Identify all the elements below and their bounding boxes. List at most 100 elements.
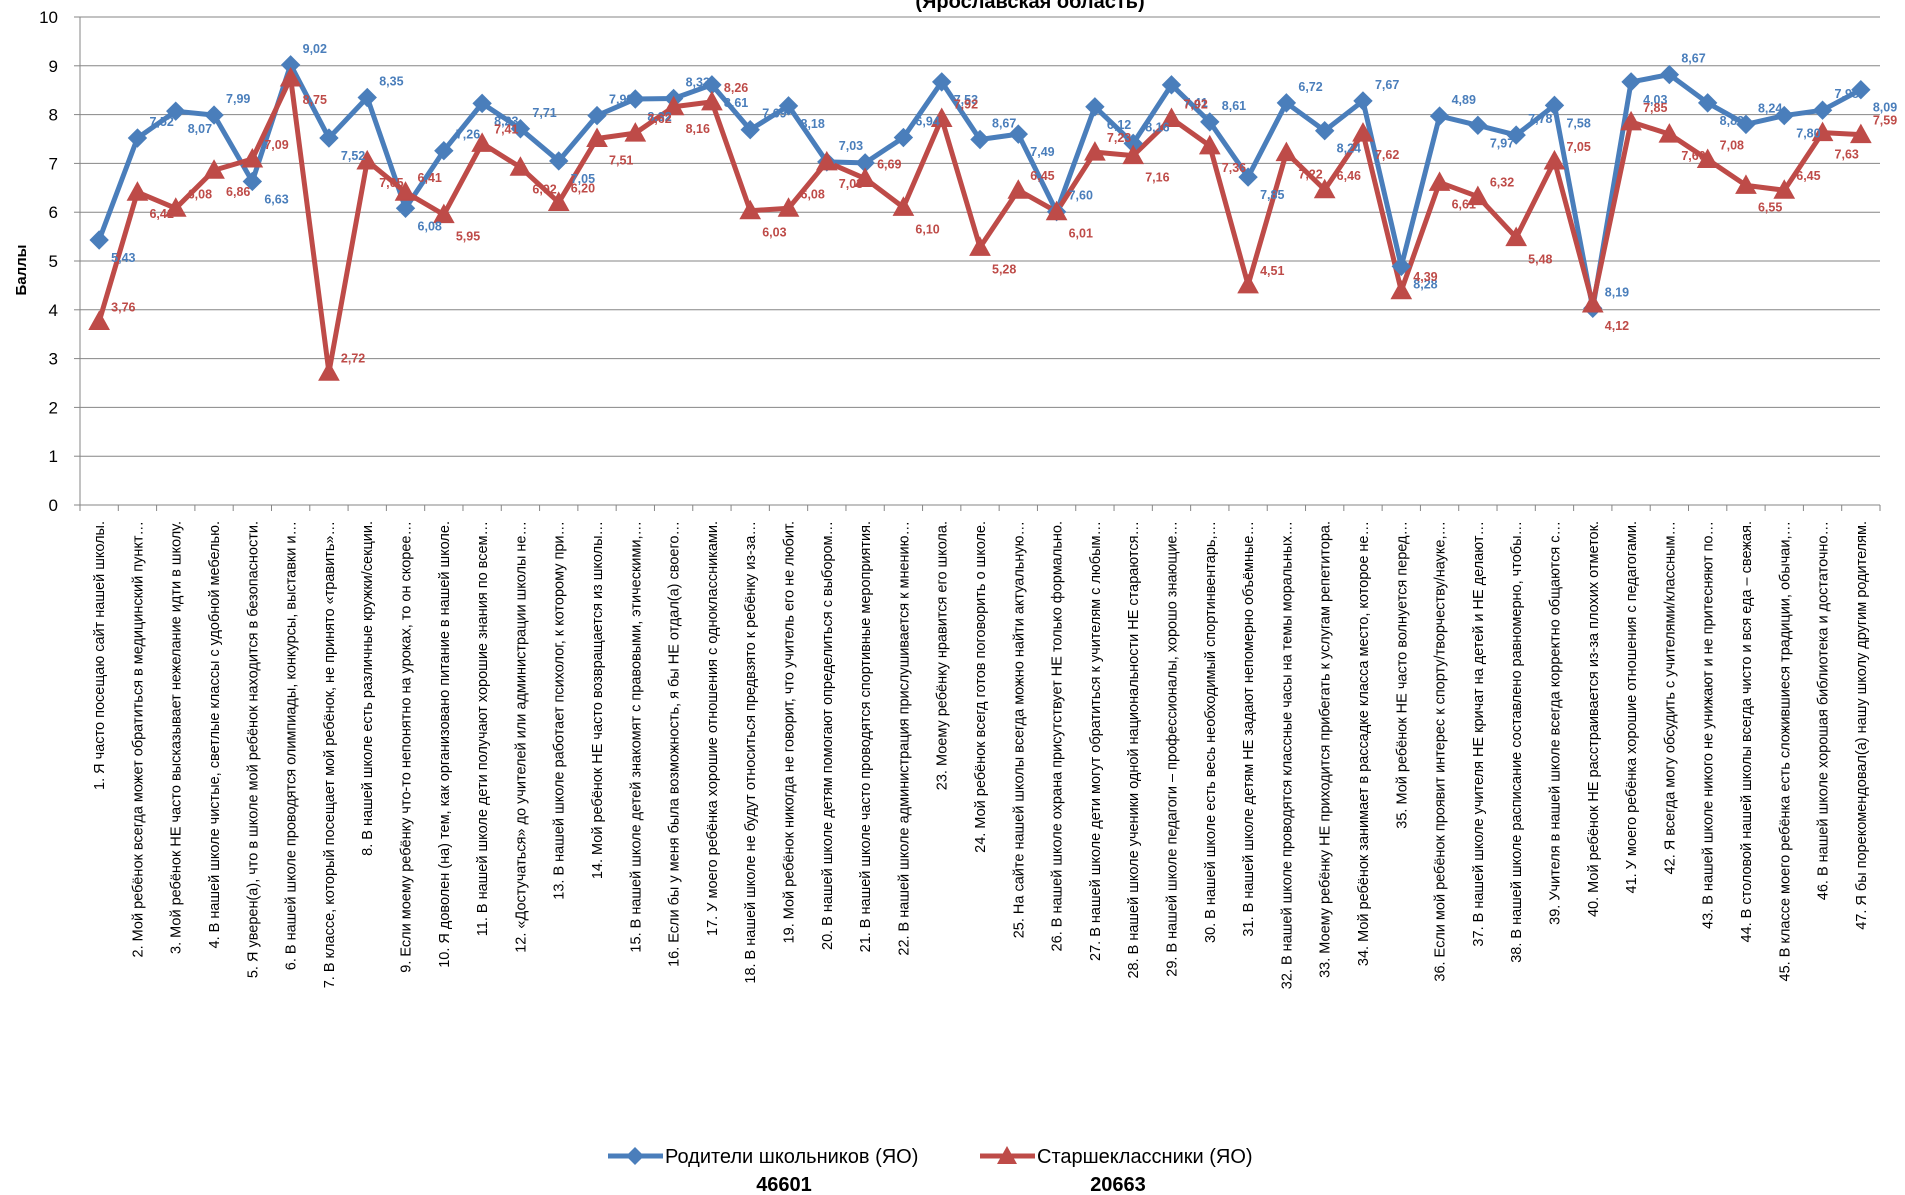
marker-students-39: [1543, 149, 1566, 170]
data-label-students-1: 3,76: [111, 301, 135, 315]
data-label-parents-46: 7,98: [1835, 87, 1859, 101]
marker-students-21: [854, 167, 876, 188]
x-category-label-43: 43. В нашей школе никого не унижают и не…: [1701, 521, 1717, 929]
y-tick-label-9: 9: [49, 57, 58, 76]
data-label-parents-24: 8,67: [992, 116, 1016, 130]
marker-parents-19: [778, 96, 799, 116]
x-category-label-23: 23. Моему ребёнку нравится его школа.: [935, 521, 951, 790]
data-label-students-29: 7,92: [1183, 98, 1207, 112]
marker-parents-14: [587, 105, 607, 126]
x-category-label-25: 25. На сайте нашей школы всегда можно на…: [1011, 521, 1027, 938]
data-label-parents-41: 4,03: [1643, 93, 1667, 107]
marker-parents-18: [740, 120, 760, 140]
x-category-label-34: 34. Мой ребёнок занимает в рассадке клас…: [1356, 521, 1372, 966]
marker-students-40: [1581, 292, 1604, 313]
legend-item-parents: Родители школьников (ЯО) 46601: [608, 1146, 918, 1195]
data-label-parents-19: 8,18: [801, 117, 825, 131]
chart-title: (Ярославская область): [915, 0, 1144, 13]
x-category-label-29: 29. В нашей школе педагоги – профессиона…: [1164, 521, 1180, 977]
x-category-label-4: 4. В нашей школе чистые, светлые классы …: [207, 521, 223, 949]
data-label-parents-17: 8,61: [724, 96, 748, 110]
legend-label-students: Старшеклассники (ЯО): [1037, 1146, 1253, 1168]
x-category-label-10: 10. Я доволен (на) тем, как организовано…: [437, 521, 453, 968]
x-category-label-1: 1. Я часто посещаю сайт нашей школы.: [92, 521, 108, 790]
marker-students-5: [241, 147, 264, 168]
data-label-parents-22: 6,94: [915, 115, 939, 129]
data-label-students-21: 6,69: [877, 158, 901, 172]
marker-students-7: [318, 361, 340, 381]
marker-parents-4: [204, 105, 224, 125]
x-category-label-19: 19. Мой ребёнок никогда не говорит, что …: [782, 521, 798, 943]
y-tick-label-4: 4: [49, 301, 58, 320]
x-category-label-27: 27. В нашей школе дети могут обратиться …: [1088, 521, 1104, 961]
data-label-students-26: 6,01: [1069, 227, 1093, 241]
x-category-label-16: 16. Если бы у меня была возможность, я б…: [667, 521, 683, 967]
data-label-parents-29: 7,41: [1183, 96, 1207, 110]
marker-students-27: [1084, 141, 1106, 161]
data-label-parents-40: 8,19: [1605, 285, 1629, 299]
marker-students-13: [547, 191, 570, 211]
data-label-students-41: 7,85: [1643, 101, 1667, 115]
marker-parents-23: [931, 72, 952, 92]
data-label-parents-35: 8,28: [1413, 277, 1437, 291]
x-category-label-39: 39. Учителя в нашей школе всегда коррект…: [1547, 521, 1563, 925]
x-category-label-40: 40. Мой ребёнок НЕ расстраивается из-за …: [1586, 521, 1602, 917]
y-tick-label-0: 0: [49, 496, 58, 515]
marker-students-42: [1658, 123, 1681, 143]
data-label-students-24: 5,28: [992, 262, 1016, 276]
marker-parents-38: [1506, 125, 1526, 145]
x-category-label-7: 7. В классе, который посещает мой ребёно…: [322, 521, 338, 988]
x-category-label-2: 2. Мой ребёнок всегда может обратиться в…: [130, 521, 146, 957]
data-label-students-5: 7,09: [264, 138, 288, 152]
x-category-label-28: 28. В нашей школе ученики одной национал…: [1126, 521, 1142, 979]
data-label-parents-9: 6,08: [418, 219, 442, 233]
data-label-parents-7: 7,52: [341, 149, 365, 163]
marker-parents-31: [1238, 167, 1258, 187]
marker-parents-25: [1008, 124, 1029, 144]
data-label-students-22: 6,10: [915, 222, 939, 236]
data-label-parents-3: 8,07: [188, 122, 212, 136]
data-label-parents-10: 7,26: [456, 128, 480, 142]
legend-marker-parents: [626, 1147, 644, 1165]
data-label-parents-12: 7,71: [532, 106, 556, 120]
marker-students-8: [356, 149, 379, 170]
data-label-parents-30: 8,61: [1222, 99, 1246, 113]
marker-parents-34: [1353, 91, 1373, 111]
data-label-parents-39: 7,58: [1566, 116, 1590, 130]
x-category-label-32: 32. В нашей школе проводятся классные ча…: [1279, 521, 1295, 989]
x-category-label-9: 9. Если моему ребёнку что-то непонятно н…: [399, 521, 415, 973]
data-label-parents-37: 7,97: [1490, 136, 1514, 150]
data-label-parents-23: 7,53: [954, 93, 978, 107]
data-label-parents-5: 6,63: [264, 192, 288, 206]
marker-parents-27: [1085, 97, 1105, 117]
legend-count-parents: 46601: [756, 1174, 812, 1195]
data-label-students-30: 7,36: [1222, 161, 1246, 175]
y-tick-labels: 0 1 2 3 4 5 6 7 8 9 10: [39, 8, 58, 515]
data-label-students-34: 7,62: [1375, 148, 1399, 162]
data-label-students-17: 8,26: [724, 81, 748, 95]
x-category-label-47: 47. Я бы порекомендовал(а) нашу школу др…: [1854, 521, 1870, 930]
marker-parents-35: [1391, 256, 1411, 277]
gridlines: [80, 16, 1880, 506]
x-category-label-12: 12. «Достучаться» до учителей или админи…: [513, 521, 529, 953]
x-category-label-24: 24. Мой ребёнок всегд готов поговорить о…: [973, 521, 989, 853]
data-label-students-13: 6,20: [571, 181, 595, 195]
marker-parents-2: [127, 128, 148, 148]
data-label-students-14: 7,51: [609, 154, 633, 168]
data-label-students-4: 6,86: [226, 185, 250, 199]
marker-students-47: [1850, 123, 1872, 144]
data-label-parents-4: 7,99: [226, 92, 250, 106]
x-category-label-33: 33. Моему ребёнку НЕ приходится прибегат…: [1318, 521, 1334, 978]
x-category-label-3: 3. Мой ребёнок НЕ часто высказывает неже…: [169, 521, 185, 954]
marker-students-31: [1237, 273, 1259, 294]
marker-parents-24: [970, 129, 990, 150]
marker-students-30: [1198, 134, 1221, 155]
data-label-parents-47: 8,09: [1873, 101, 1897, 115]
marker-parents-46: [1812, 100, 1833, 120]
x-category-label-5: 5. Я уверен(а), что в школе мой ребёнок …: [245, 521, 261, 978]
marker-students-10: [432, 203, 455, 224]
marker-parents-30: [1200, 112, 1220, 132]
marker-parents-29: [1161, 75, 1182, 95]
x-category-label-41: 41. У моего ребёнка хорошие отношения с …: [1624, 521, 1640, 894]
marker-students-14: [586, 127, 608, 148]
